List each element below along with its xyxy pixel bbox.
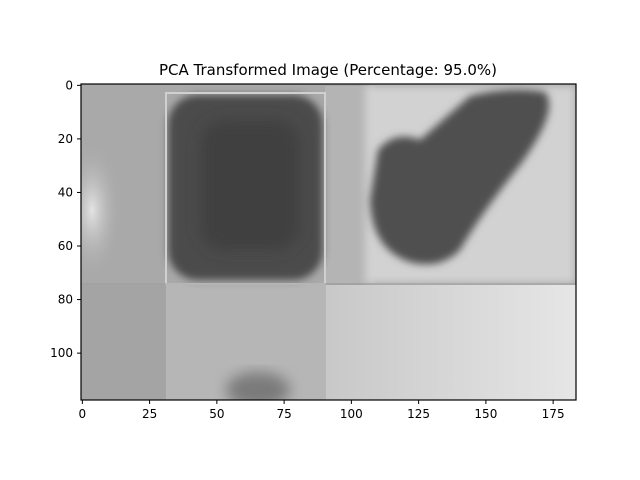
dark-diagonal-object — [370, 89, 550, 265]
y-tick-label: 20 — [58, 132, 73, 146]
y-axis: 0 20 40 60 80 100 — [50, 78, 81, 360]
bottom-dark-blob — [226, 372, 290, 400]
y-tick-label: 100 — [50, 346, 73, 360]
y-tick-label: 40 — [58, 185, 73, 199]
y-tick-label: 0 — [65, 78, 73, 92]
left-bright-region — [81, 140, 122, 280]
lower-right-band — [326, 285, 576, 400]
x-tick-label: 50 — [209, 407, 224, 421]
x-tick-label: 100 — [340, 407, 363, 421]
image-area — [81, 84, 576, 400]
lower-left-band — [81, 285, 166, 400]
x-tick-label: 0 — [79, 407, 87, 421]
x-tick-label: 75 — [276, 407, 291, 421]
y-tick-label: 80 — [58, 293, 73, 307]
y-tick-label: 60 — [58, 239, 73, 253]
axes-frame — [80, 83, 577, 401]
dark-square-core — [200, 120, 300, 250]
x-tick-label: 150 — [474, 407, 497, 421]
x-tick-label: 125 — [407, 407, 430, 421]
chart-title: PCA Transformed Image (Percentage: 95.0%… — [159, 61, 497, 79]
x-tick-label: 25 — [142, 407, 157, 421]
x-tick-label: 175 — [542, 407, 565, 421]
x-axis: 0 25 50 75 100 125 150 175 — [79, 400, 565, 421]
